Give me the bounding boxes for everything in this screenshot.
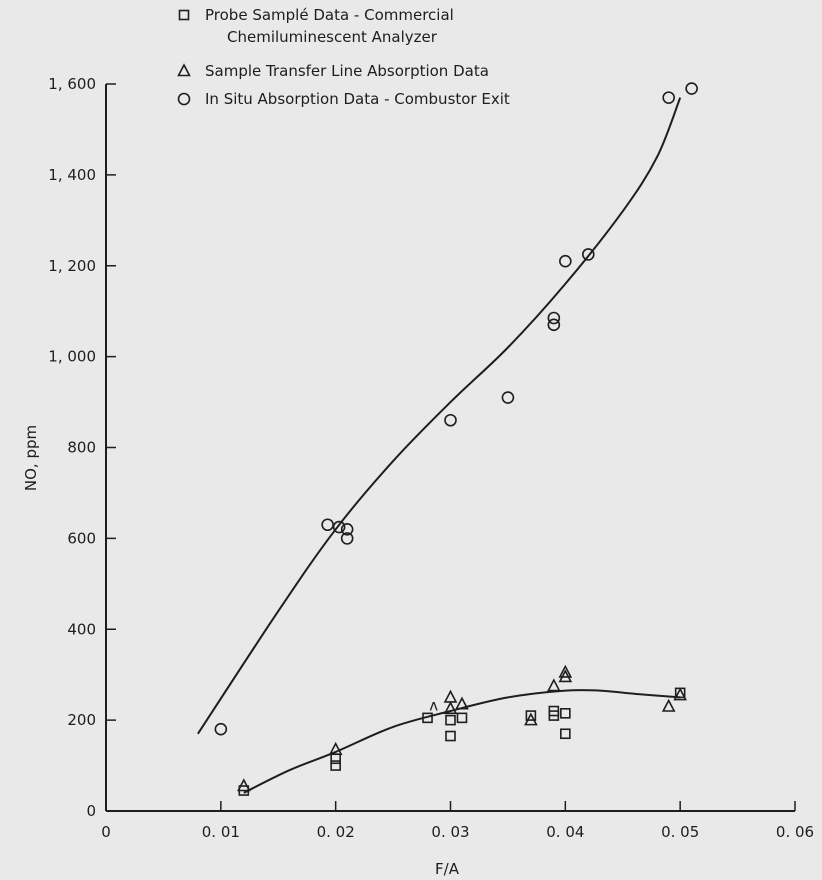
square-data-point (445, 730, 456, 742)
x-tick-label: 0. 06 (776, 823, 814, 841)
data-points: ʌ (214, 82, 698, 796)
legend: Probe Samplé Data - Commercial Chemilumin… (177, 6, 510, 108)
y-tick-label: 1, 600 (48, 75, 96, 93)
triangle-data-point (443, 701, 458, 715)
circle-data-point (340, 532, 354, 545)
x-tick-label: 0. 02 (317, 823, 355, 841)
legend-triangle-icon (177, 63, 191, 77)
y-tick-label: 0 (86, 802, 96, 820)
y-tick-label: 1, 000 (48, 348, 96, 366)
fit-curve (243, 688, 681, 794)
annotation-mark: ʌ (429, 696, 438, 714)
circle-data-point (214, 722, 228, 736)
legend-label: In Situ Absorption Data - Combustor Exit (205, 90, 510, 108)
circle-data-point (332, 520, 346, 534)
square-data-point (456, 712, 468, 724)
triangle-data-point (236, 778, 251, 792)
circle-data-point (321, 518, 334, 532)
y-tick-label: 1, 200 (48, 257, 96, 275)
legend-label: Probe Samplé Data - Commercial (205, 6, 454, 24)
circle-data-point (547, 318, 561, 332)
square-data-point (560, 728, 571, 740)
y-tick-label: 400 (67, 620, 96, 638)
x-tick-label: 0. 05 (661, 823, 699, 841)
x-axis-title: F/A (435, 860, 460, 878)
triangle-data-point (558, 664, 573, 678)
y-tick-label: 600 (67, 529, 96, 547)
triangle-data-point (661, 698, 676, 712)
square-data-point (445, 714, 456, 726)
x-tick-label: 0. 01 (202, 823, 240, 841)
x-tick-label: 0 (101, 823, 111, 841)
triangle-data-point (547, 678, 561, 692)
square-data-point (330, 753, 341, 765)
fit-curve (197, 97, 682, 735)
legend-circle-icon (177, 92, 191, 106)
x-tick-label: 0. 04 (546, 823, 584, 841)
x-tick-label: 0. 03 (431, 823, 469, 841)
triangle-data-point (328, 741, 343, 755)
fit-curves (197, 97, 682, 794)
circle-data-point (547, 311, 561, 325)
y-axis-title: NO, ppm (22, 425, 40, 491)
circle-data-point (340, 522, 354, 536)
circle-data-point (662, 91, 675, 104)
square-data-point (560, 708, 571, 719)
circle-data-point (444, 413, 457, 427)
legend-square-icon (178, 9, 190, 21)
legend-label: Chemiluminescent Analyzer (227, 28, 438, 46)
circle-data-point (501, 391, 515, 404)
y-tick-label: 1, 400 (48, 166, 96, 184)
y-tick-label: 800 (67, 439, 96, 457)
square-data-point (330, 760, 341, 771)
circle-data-point (581, 248, 595, 261)
triangle-data-point (524, 712, 538, 726)
y-tick-label: 200 (67, 711, 96, 729)
square-data-point (548, 710, 560, 721)
triangle-data-point (443, 689, 458, 703)
circle-data-point (559, 254, 572, 268)
square-data-point (422, 712, 433, 724)
triangle-data-point (673, 687, 687, 701)
legend-label: Sample Transfer Line Absorption Data (205, 62, 489, 80)
square-data-point (525, 710, 537, 721)
triangle-data-point (558, 669, 573, 683)
circle-data-point (685, 82, 698, 95)
triangle-data-point (455, 696, 469, 710)
axis-ticks: 0 0. 01 0. 02 0. 03 0. 04 0. 05 0. 06 0 200 400 60… (48, 75, 814, 841)
